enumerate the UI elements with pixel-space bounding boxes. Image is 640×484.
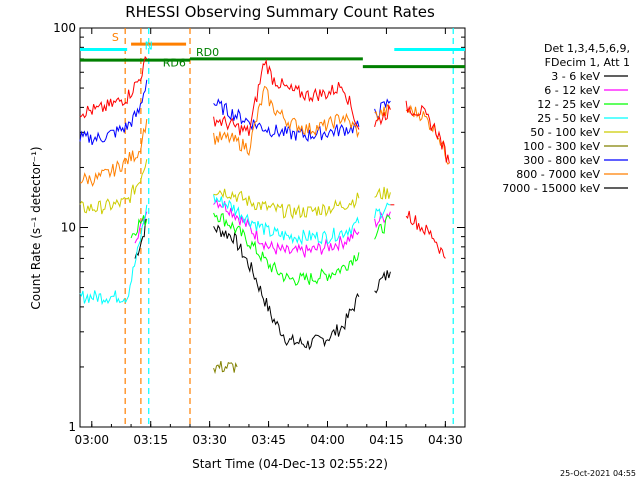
series-path <box>80 118 148 188</box>
series-line <box>80 85 450 188</box>
legend-entry-label: 3 - 6 keV <box>551 70 600 83</box>
series-line <box>79 55 450 259</box>
series-path <box>374 103 391 122</box>
series-path <box>374 202 391 220</box>
series-path <box>79 159 148 215</box>
legend-entry-label: 25 - 50 keV <box>537 112 600 125</box>
x-tick-label: 03:00 <box>74 433 109 447</box>
series-layer: RD0 S N RD6 <box>79 28 465 427</box>
tick-layer: 03:00 03:15 03:30 03:45 04:00 04:15 04:30 1 10 10… <box>53 21 465 447</box>
x-tick-label: 04:00 <box>310 433 345 447</box>
series-path <box>374 211 391 229</box>
series-path <box>405 210 446 259</box>
x-tick-label: 03:30 <box>192 433 227 447</box>
state-flag-label: S <box>112 31 119 44</box>
state-level-label: RD0 <box>196 46 219 59</box>
series-path <box>213 199 360 258</box>
legend-entry-label: 12 - 25 keV <box>537 98 600 111</box>
legend-header-1: Det 1,3,4,5,6,9, <box>544 42 630 55</box>
state-flag-label: N <box>145 40 153 53</box>
series-line <box>213 360 238 375</box>
series-path <box>213 224 360 351</box>
y-axis-label: Count Rate (s⁻¹ detector⁻¹) <box>29 146 43 309</box>
series-path <box>79 79 148 146</box>
x-tick-label: 03:15 <box>133 433 168 447</box>
y-tick-label: 100 <box>53 21 76 35</box>
y-tick-label: 10 <box>61 221 76 235</box>
series-path <box>213 58 360 136</box>
y-tick-label: 1 <box>68 420 76 434</box>
x-tick-label: 03:45 <box>251 433 286 447</box>
legend: Det 1,3,4,5,6,9, FDecim 1, Att 1 3 - 6 k… <box>502 42 630 195</box>
series-path <box>213 85 360 157</box>
series-path <box>405 100 450 164</box>
series-path <box>374 215 391 240</box>
state-flag-label: RD6 <box>163 57 186 70</box>
legend-entry-label: 300 - 800 keV <box>523 154 600 167</box>
series-path <box>79 55 148 119</box>
legend-entry-label: 800 - 7000 keV <box>516 168 600 181</box>
series-path <box>405 104 450 165</box>
series-line <box>134 218 391 351</box>
series-line <box>79 159 391 220</box>
series-path <box>374 186 391 200</box>
series-path <box>374 103 391 128</box>
series-line <box>79 194 391 306</box>
series-path <box>213 98 360 142</box>
legend-entry-label: 6 - 12 keV <box>544 84 600 97</box>
series-path <box>213 212 360 286</box>
series-path <box>213 194 360 246</box>
series-path <box>374 270 391 294</box>
series-path <box>213 188 360 220</box>
legend-entry-label: 50 - 100 keV <box>530 126 600 139</box>
legend-header-2: FDecim 1, Att 1 <box>545 56 630 69</box>
series-path <box>213 360 238 375</box>
x-tick-label: 04:30 <box>428 433 463 447</box>
series-path <box>79 204 148 306</box>
x-axis-label: Start Time (04-Dec-13 02:55:22) <box>192 457 388 471</box>
x-tick-label: 04:15 <box>369 433 404 447</box>
chart-title: RHESSI Observing Summary Count Rates <box>125 3 435 21</box>
legend-entry-label: 7000 - 15000 keV <box>502 182 600 195</box>
legend-entry-label: 100 - 300 keV <box>523 140 600 153</box>
generated-timestamp: 25-Oct-2021 04:55 <box>560 469 636 478</box>
